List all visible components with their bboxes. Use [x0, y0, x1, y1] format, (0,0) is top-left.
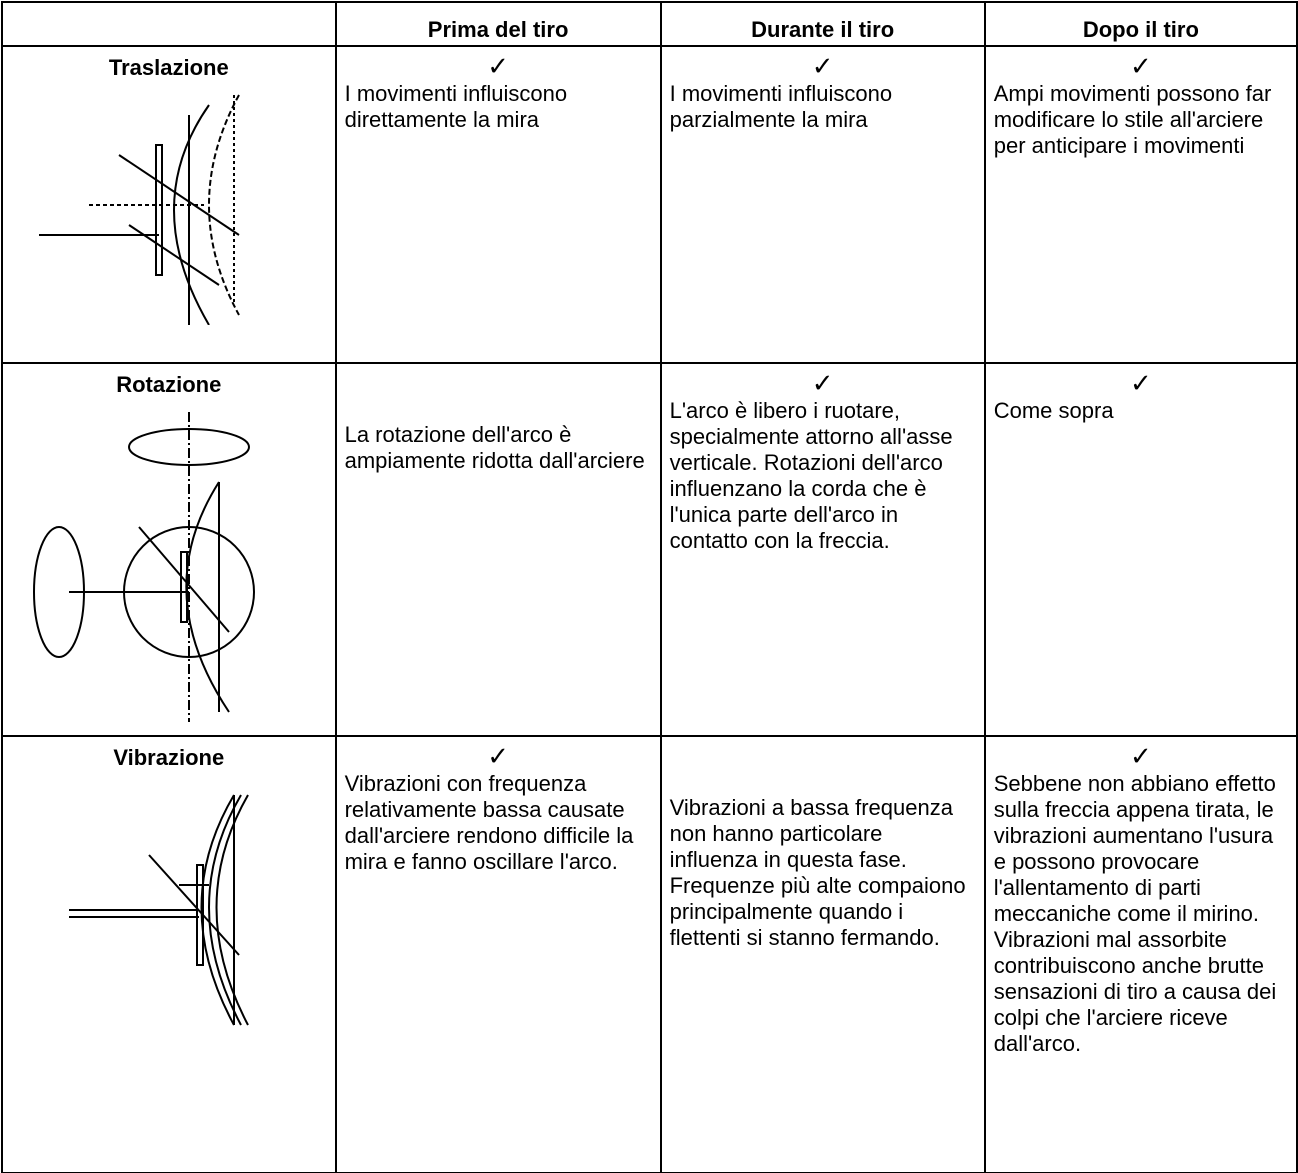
cell: ✓ L'arco è libero i ruotare, specialmente…	[659, 362, 986, 737]
table-row: Traslazione ✓ I movimenti influiscono dir…	[1, 45, 1298, 364]
column-header: Dopo il tiro	[983, 1, 1298, 47]
checkmark: ✓	[1129, 51, 1152, 81]
cell: La rotazione dell'arco è ampiamente rido…	[334, 362, 662, 737]
table-row: Rotazione La rotazione dell'arco è ampia…	[1, 362, 1298, 737]
column-header: Prima del tiro	[334, 1, 662, 47]
rotation-illustration	[32, 412, 255, 722]
cell-text: I movimenti influiscono parzialmente la …	[669, 81, 893, 132]
table-row: Vibrazione ✓ Vibrazioni con frequenza rel…	[1, 735, 1298, 1173]
checkmark: ✓	[487, 51, 509, 81]
cell-text: Vibrazioni a bassa frequenza non hanno p…	[669, 795, 966, 950]
corner-cell	[1, 1, 337, 47]
cell: ✓ I movimenti influiscono parzialmente la…	[659, 45, 986, 364]
checkmark: ✓	[811, 368, 834, 398]
cell: ✓ Vibrazioni con frequenza relativamente …	[334, 735, 662, 1173]
cell-text: Ampi movimenti possono far modificare lo…	[993, 81, 1272, 158]
checkmark: ✓	[1129, 368, 1152, 398]
cell-text: I movimenti influiscono direttamente la …	[344, 81, 568, 132]
header-row: Prima del tiro Durante il tiro Dopo il t…	[1, 1, 1298, 47]
row-header-cell: Rotazione	[1, 362, 337, 737]
checkmark: ✓	[487, 741, 509, 771]
translation-illustration	[38, 94, 240, 325]
row-header-cell: Traslazione	[1, 45, 337, 364]
cell-text: La rotazione dell'arco è ampiamente rido…	[344, 422, 645, 473]
row-label: Vibrazione	[113, 745, 225, 770]
vibration-illustration	[68, 794, 249, 1026]
cell: ✓ I movimenti influiscono direttamente la…	[334, 45, 662, 364]
row-label: Traslazione	[108, 55, 229, 80]
column-header: Durante il tiro	[659, 1, 986, 47]
cell: Vibrazioni a bassa frequenza non hanno p…	[659, 735, 986, 1173]
cell: ✓ Come sopra	[983, 362, 1298, 737]
empty-check-slot	[345, 392, 652, 422]
cell-text: L'arco è libero i ruotare, specialmente …	[669, 398, 953, 553]
empty-check-slot	[670, 765, 976, 795]
checkmark: ✓	[811, 51, 834, 81]
checkmark: ✓	[1129, 741, 1152, 771]
cell-text: Come sopra	[993, 398, 1114, 423]
row-label: Rotazione	[116, 372, 222, 397]
cell: ✓ Sebbene non abbiano effetto sulla frecc…	[983, 735, 1298, 1173]
cell: ✓ Ampi movimenti possono far modificare l…	[983, 45, 1298, 364]
row-header-cell: Vibrazione	[1, 735, 337, 1173]
cell-text: Vibrazioni con frequenza relativamente b…	[344, 771, 634, 874]
cell-text: Sebbene non abbiano effetto sulla frecci…	[993, 771, 1277, 1056]
